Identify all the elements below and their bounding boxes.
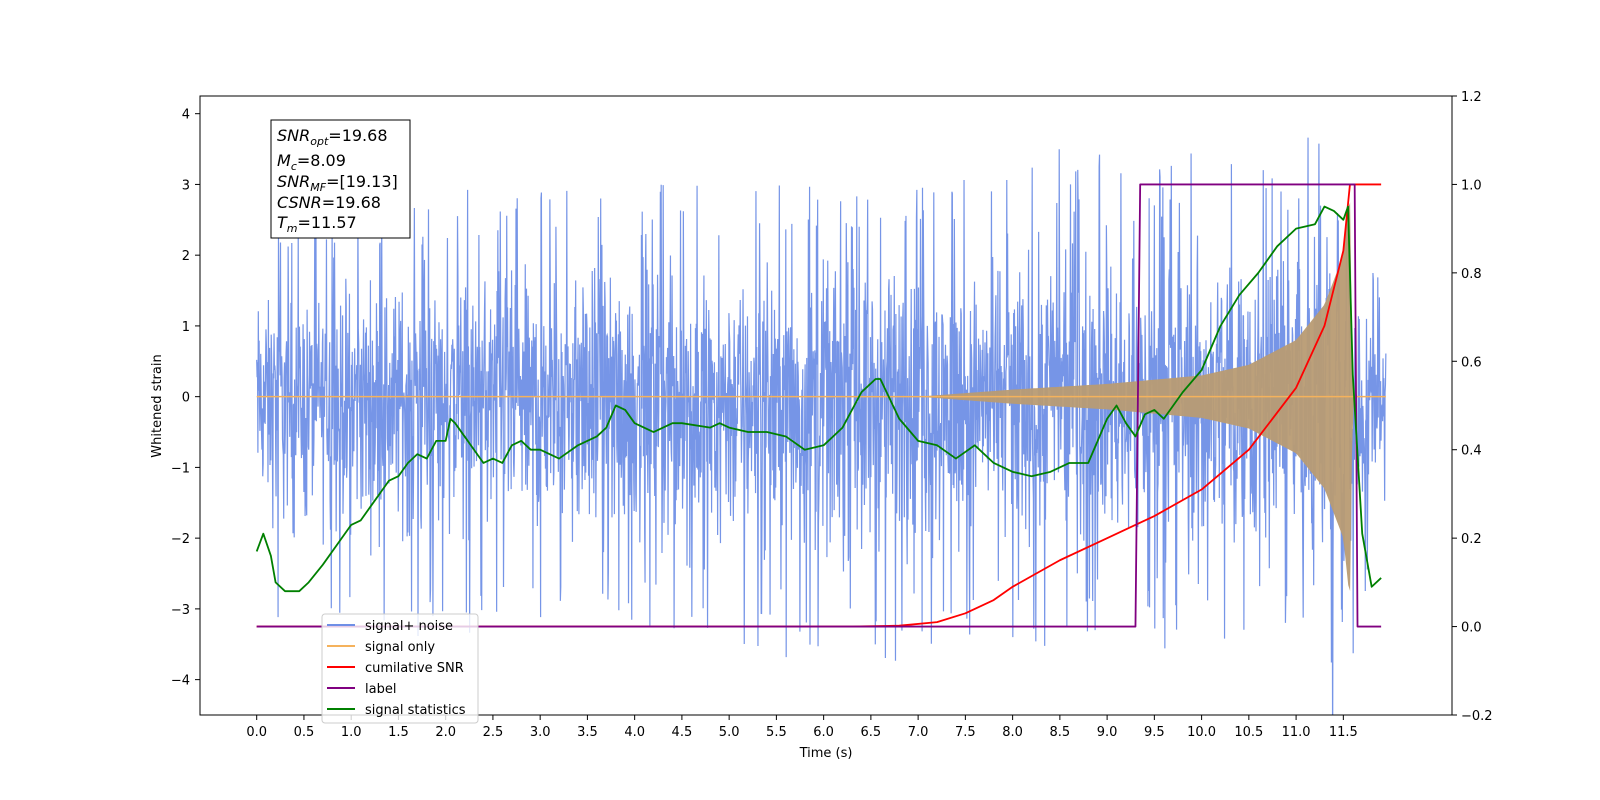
x-tick-label: 8.5 — [1050, 725, 1071, 740]
y-left-tick-label: −1 — [171, 461, 190, 476]
x-tick-label: 6.0 — [813, 725, 834, 740]
y-left-tick-label: −2 — [171, 532, 190, 547]
x-tick-label: 7.0 — [908, 725, 929, 740]
y-right-tick-label: −0.2 — [1461, 709, 1493, 724]
legend-label-signal-statistics: signal statistics — [365, 703, 466, 718]
label-line — [256, 183, 1382, 628]
annotation-box — [270, 119, 411, 239]
x-tick-label: 9.0 — [1097, 725, 1118, 740]
stats-annotation: SNRopt=19.68 Mc=8.09 SNRMF=[19.13] CSNR=… — [270, 119, 411, 239]
signal-statistics-line — [255, 205, 1382, 593]
x-tick-label: 10.5 — [1234, 725, 1263, 740]
x-axis: 0.0 0.5 1.0 1.5 2.0 2.5 3.0 3.5 4.0 4.5 5.0 5.5 6.0 6… — [246, 715, 1358, 740]
y-left-tick-label: 2 — [182, 249, 190, 264]
y-axis-label: Whitened strain — [150, 354, 165, 457]
x-tick-label: 0.5 — [294, 725, 315, 740]
signal-only-series — [256, 202, 1386, 591]
y-right-tick-label: 0.0 — [1461, 621, 1482, 636]
snr-opt-text: SNRopt=19.68 — [277, 126, 388, 148]
y-left-tick-label: 0 — [182, 391, 190, 406]
x-axis-label: Time (s) — [799, 746, 853, 761]
signal-statistics-series — [255, 205, 1382, 593]
x-tick-label: 5.5 — [766, 725, 787, 740]
legend-box — [321, 613, 479, 724]
snr-mf-text: SNRMF=[19.13] — [277, 172, 398, 194]
x-tick-label: 4.0 — [624, 725, 645, 740]
y-left-tick-label: −3 — [171, 603, 190, 618]
y-left-tick-label: −4 — [171, 674, 190, 689]
y-right-tick-label: 1.0 — [1461, 178, 1482, 193]
x-tick-label: 2.0 — [435, 725, 456, 740]
x-tick-label: 11.0 — [1282, 725, 1311, 740]
legend-label-signal-noise: signal+ noise — [365, 619, 453, 634]
tm-text: Tm=11.57 — [277, 213, 357, 235]
legend-label-signal-only: signal only — [365, 640, 435, 655]
cumulative-snr-series — [256, 183, 1382, 628]
signal-noise-series — [256, 137, 1387, 715]
label-series — [256, 183, 1382, 628]
mc-text: Mc=8.09 — [277, 151, 346, 173]
legend-label-cumulative-snr: cumilative SNR — [365, 661, 464, 676]
x-tick-label: 8.0 — [1002, 725, 1023, 740]
x-tick-label: 1.0 — [341, 725, 362, 740]
y-right-tick-label: 0.2 — [1461, 532, 1482, 547]
signal-noise-line — [256, 137, 1387, 715]
y-right-tick-label: 1.2 — [1461, 90, 1482, 105]
x-tick-label: 4.5 — [672, 725, 693, 740]
cumulative-snr-line — [256, 183, 1382, 628]
x-tick-label: 0.0 — [246, 725, 267, 740]
y-right-tick-label: 0.4 — [1461, 444, 1482, 459]
y-right-tick-label: 0.6 — [1461, 355, 1482, 370]
y-left-tick-label: 1 — [182, 320, 190, 335]
y-axis-right: 1.2 1.0 0.8 0.6 0.4 0.2 0.0 −0.2 — [1452, 90, 1493, 724]
x-tick-label: 7.5 — [955, 725, 976, 740]
csnr-text: CSNR=19.68 — [277, 193, 381, 212]
y-left-tick-label: 4 — [182, 108, 190, 123]
x-tick-label: 10.0 — [1187, 725, 1216, 740]
x-tick-label: 11.5 — [1329, 725, 1358, 740]
x-tick-label: 5.0 — [719, 725, 740, 740]
legend-label-label: label — [365, 682, 396, 697]
plot-frame — [199, 95, 1453, 716]
x-tick-label: 3.5 — [577, 725, 598, 740]
y-axis-left: 4 3 2 1 0 −1 −2 −3 −4 — [171, 108, 200, 689]
y-left-tick-label: 3 — [182, 178, 190, 193]
x-tick-label: 9.5 — [1144, 725, 1165, 740]
x-tick-label: 6.5 — [861, 725, 882, 740]
x-tick-label: 2.5 — [483, 725, 504, 740]
legend: signal+ noise signal only cumilative SNR… — [321, 613, 479, 724]
x-tick-label: 3.0 — [530, 725, 551, 740]
y-right-tick-label: 0.8 — [1461, 267, 1482, 282]
x-tick-label: 1.5 — [388, 725, 409, 740]
